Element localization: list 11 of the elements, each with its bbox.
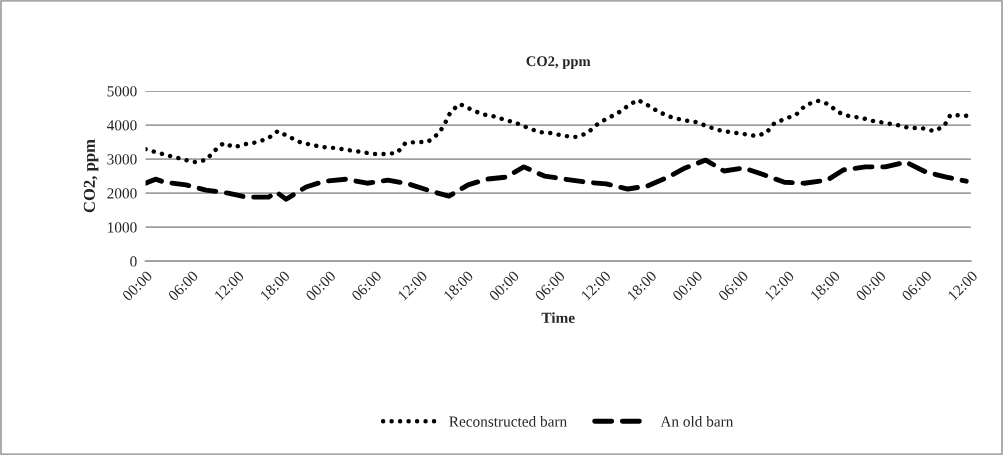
legend-label: An old barn <box>660 415 734 427</box>
y-axis-title: CO2, ppm <box>83 139 99 213</box>
legend-label: Reconstructed barn <box>449 415 567 427</box>
y-tick-label: 1000 <box>108 222 137 233</box>
y-tick-label: 3000 <box>107 154 137 165</box>
y-tick-label: 0 <box>130 256 137 267</box>
y-tick-label: 5000 <box>107 86 137 97</box>
chart-title: CO2, ppm <box>526 56 591 70</box>
y-tick-label: 2000 <box>107 188 137 199</box>
y-tick-label: 4000 <box>106 120 137 131</box>
x-axis-title: Time <box>541 312 575 323</box>
